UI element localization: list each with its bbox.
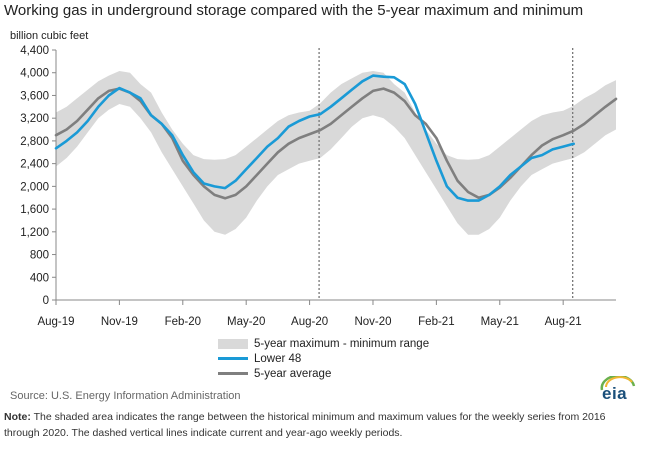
y-tick-label: 800 bbox=[30, 250, 49, 262]
note-text: Note: The shaded area indicates the rang… bbox=[4, 409, 640, 441]
legend-label-band: 5-year maximum - minimum range bbox=[254, 337, 430, 350]
legend: 5-year maximum - minimum range Lower 48 … bbox=[218, 336, 429, 381]
y-tick-label: 4,400 bbox=[20, 45, 49, 57]
y-tick-label: 0 bbox=[43, 295, 49, 307]
y-tick-label: 1,200 bbox=[20, 227, 49, 239]
y-tick-label: 2,000 bbox=[20, 181, 49, 193]
y-tick-label: 2,400 bbox=[20, 159, 49, 171]
source-text: Source: U.S. Energy Information Administ… bbox=[10, 390, 241, 402]
y-tick-label: 400 bbox=[30, 272, 49, 284]
x-tick-label: Aug-19 bbox=[37, 316, 74, 328]
y-tick-label: 1,600 bbox=[20, 204, 49, 216]
x-tick-label: Feb-20 bbox=[165, 316, 201, 328]
y-tick-label: 4,000 bbox=[20, 68, 49, 80]
eia-logo-text: eia bbox=[602, 384, 628, 403]
x-tick-label: May-20 bbox=[227, 316, 265, 328]
x-tick-label: Aug-21 bbox=[545, 316, 582, 328]
x-tick-label: May-21 bbox=[481, 316, 519, 328]
eia-logo-icon bbox=[600, 376, 636, 391]
legend-swatch-lower48 bbox=[218, 357, 248, 360]
legend-item-avg: 5-year average bbox=[218, 366, 429, 381]
x-tick-label: Nov-19 bbox=[101, 316, 138, 328]
y-tick-label: 3,200 bbox=[20, 113, 49, 125]
range-band bbox=[56, 71, 616, 235]
note-body: The shaded area indicates the range betw… bbox=[4, 411, 606, 439]
note-label: Note: bbox=[4, 411, 31, 423]
legend-item-band: 5-year maximum - minimum range bbox=[218, 336, 429, 351]
legend-item-lower48: Lower 48 bbox=[218, 351, 429, 366]
y-tick-label: 3,600 bbox=[20, 90, 49, 102]
series-line-lower48 bbox=[54, 74, 575, 202]
chart-title: Working gas in underground storage compa… bbox=[4, 2, 584, 19]
x-tick-label: Feb-21 bbox=[418, 316, 454, 328]
legend-label-avg: 5-year average bbox=[254, 367, 332, 380]
x-tick-label: Aug-20 bbox=[291, 316, 328, 328]
y-axis-label: billion cubic feet bbox=[10, 30, 89, 42]
legend-swatch-avg bbox=[218, 372, 248, 375]
x-tick-label: Nov-20 bbox=[354, 316, 391, 328]
y-tick-label: 2,800 bbox=[20, 136, 49, 148]
legend-swatch-band bbox=[218, 338, 248, 349]
legend-label-lower48: Lower 48 bbox=[254, 352, 302, 365]
